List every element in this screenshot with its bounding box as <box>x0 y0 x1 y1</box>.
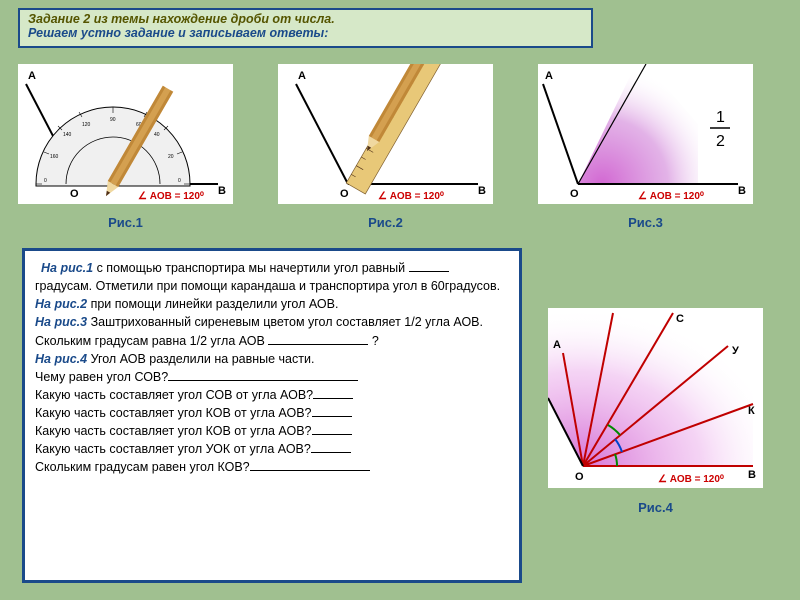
fig3-angle: ∠ АОВ = 120⁰ <box>638 191 704 202</box>
svg-text:0: 0 <box>178 178 181 184</box>
fig2-angle: ∠ АОВ = 120⁰ <box>378 191 444 202</box>
blank-8 <box>250 470 370 471</box>
svg-text:160: 160 <box>50 154 59 160</box>
figure-2: А В О <box>278 64 493 204</box>
q4: Какую часть составляет угол КОВ от угла … <box>35 406 312 420</box>
blank-1 <box>409 271 449 272</box>
fig2-b: В <box>478 185 486 197</box>
p3b: Заштрихованный сиреневым цветом угол сос… <box>87 315 483 329</box>
ref-fig3: На рис.3 <box>35 315 87 329</box>
q7: Скольким градусам равен угол КОВ? <box>35 460 250 474</box>
figure-4: А С У К В О ∠ АОВ = 120⁰ <box>548 308 763 488</box>
q1: Скольким градусам равна 1/2 угла АОВ <box>35 334 268 348</box>
exercise-text: На рис.1 с помощью транспортира мы начер… <box>22 248 522 583</box>
fig3-a: А <box>545 70 553 82</box>
task-header-box: Задание 2 из темы нахождение дроби от чи… <box>18 8 593 48</box>
q3: Какую часть составляет угол СОВ от угла … <box>35 388 313 402</box>
ref-fig4: На рис.4 <box>35 352 87 366</box>
svg-text:20: 20 <box>168 154 174 160</box>
blank-7 <box>311 452 351 453</box>
fig4-a: А <box>553 339 561 351</box>
captions-row: Рис.1 Рис.2 Рис.3 <box>18 215 782 230</box>
task-title: Задание 2 из темы нахождение дроби от чи… <box>28 12 583 26</box>
fig4-k: К <box>748 405 755 417</box>
qm1: ? <box>368 334 378 348</box>
figure-1: А В О 0 0 90 140 40 160 20 <box>18 64 233 204</box>
q5: Какую часть составляет угол КОВ от угла … <box>35 424 312 438</box>
ref-fig2: На рис.2 <box>35 297 87 311</box>
fig3-caption: Рис.3 <box>538 215 753 230</box>
point-b-label: В <box>218 185 226 197</box>
q6: Какую часть составляет угол УОК от угла … <box>35 442 311 456</box>
fig3-b: В <box>738 185 746 197</box>
point-a-label: А <box>28 70 36 82</box>
ref-fig1: На рис.1 <box>41 261 93 275</box>
fig4-o: О <box>575 471 584 483</box>
blank-2 <box>268 344 368 345</box>
fig3-o: О <box>570 188 579 200</box>
fig4-caption: Рис.4 <box>548 500 763 515</box>
svg-text:90: 90 <box>110 117 116 123</box>
fig2-a: А <box>298 70 306 82</box>
task-subtitle: Решаем устно задание и записываем ответы… <box>28 26 583 40</box>
svg-text:140: 140 <box>63 132 72 138</box>
frac-den: 2 <box>716 133 725 150</box>
blank-6 <box>312 434 352 435</box>
p1c: градусам. Отметили при помощи карандаша … <box>35 279 500 293</box>
blank-4 <box>313 398 353 399</box>
blank-5 <box>312 416 352 417</box>
blank-3 <box>168 380 358 381</box>
fig2-caption: Рис.2 <box>278 215 493 230</box>
fig4-c: С <box>676 313 684 325</box>
svg-text:40: 40 <box>154 132 160 138</box>
figures-row: А В О 0 0 90 140 40 160 20 <box>18 64 782 204</box>
fig4-y: У <box>732 345 739 357</box>
fig4-angle: ∠ АОВ = 120⁰ <box>658 474 724 485</box>
figure-3: А В О 1 2 ∠ АОВ = 120⁰ <box>538 64 753 204</box>
svg-text:120: 120 <box>82 122 91 128</box>
fig2-o: О <box>340 188 349 200</box>
fig1-caption: Рис.1 <box>18 215 233 230</box>
p4b: Угол АОВ разделили на равные части. <box>87 352 314 366</box>
fig4-b: В <box>748 469 756 481</box>
point-o-label: О <box>70 188 79 200</box>
p2b: при помощи линейки разделили угол АОВ. <box>87 297 338 311</box>
frac-num: 1 <box>716 109 725 126</box>
angle-aob-label: ∠ АОВ = 120⁰ <box>138 191 204 202</box>
svg-text:0: 0 <box>44 178 47 184</box>
q2: Чему равен угол СОВ? <box>35 370 168 384</box>
p1b: с помощью транспортира мы начертили угол… <box>93 261 408 275</box>
